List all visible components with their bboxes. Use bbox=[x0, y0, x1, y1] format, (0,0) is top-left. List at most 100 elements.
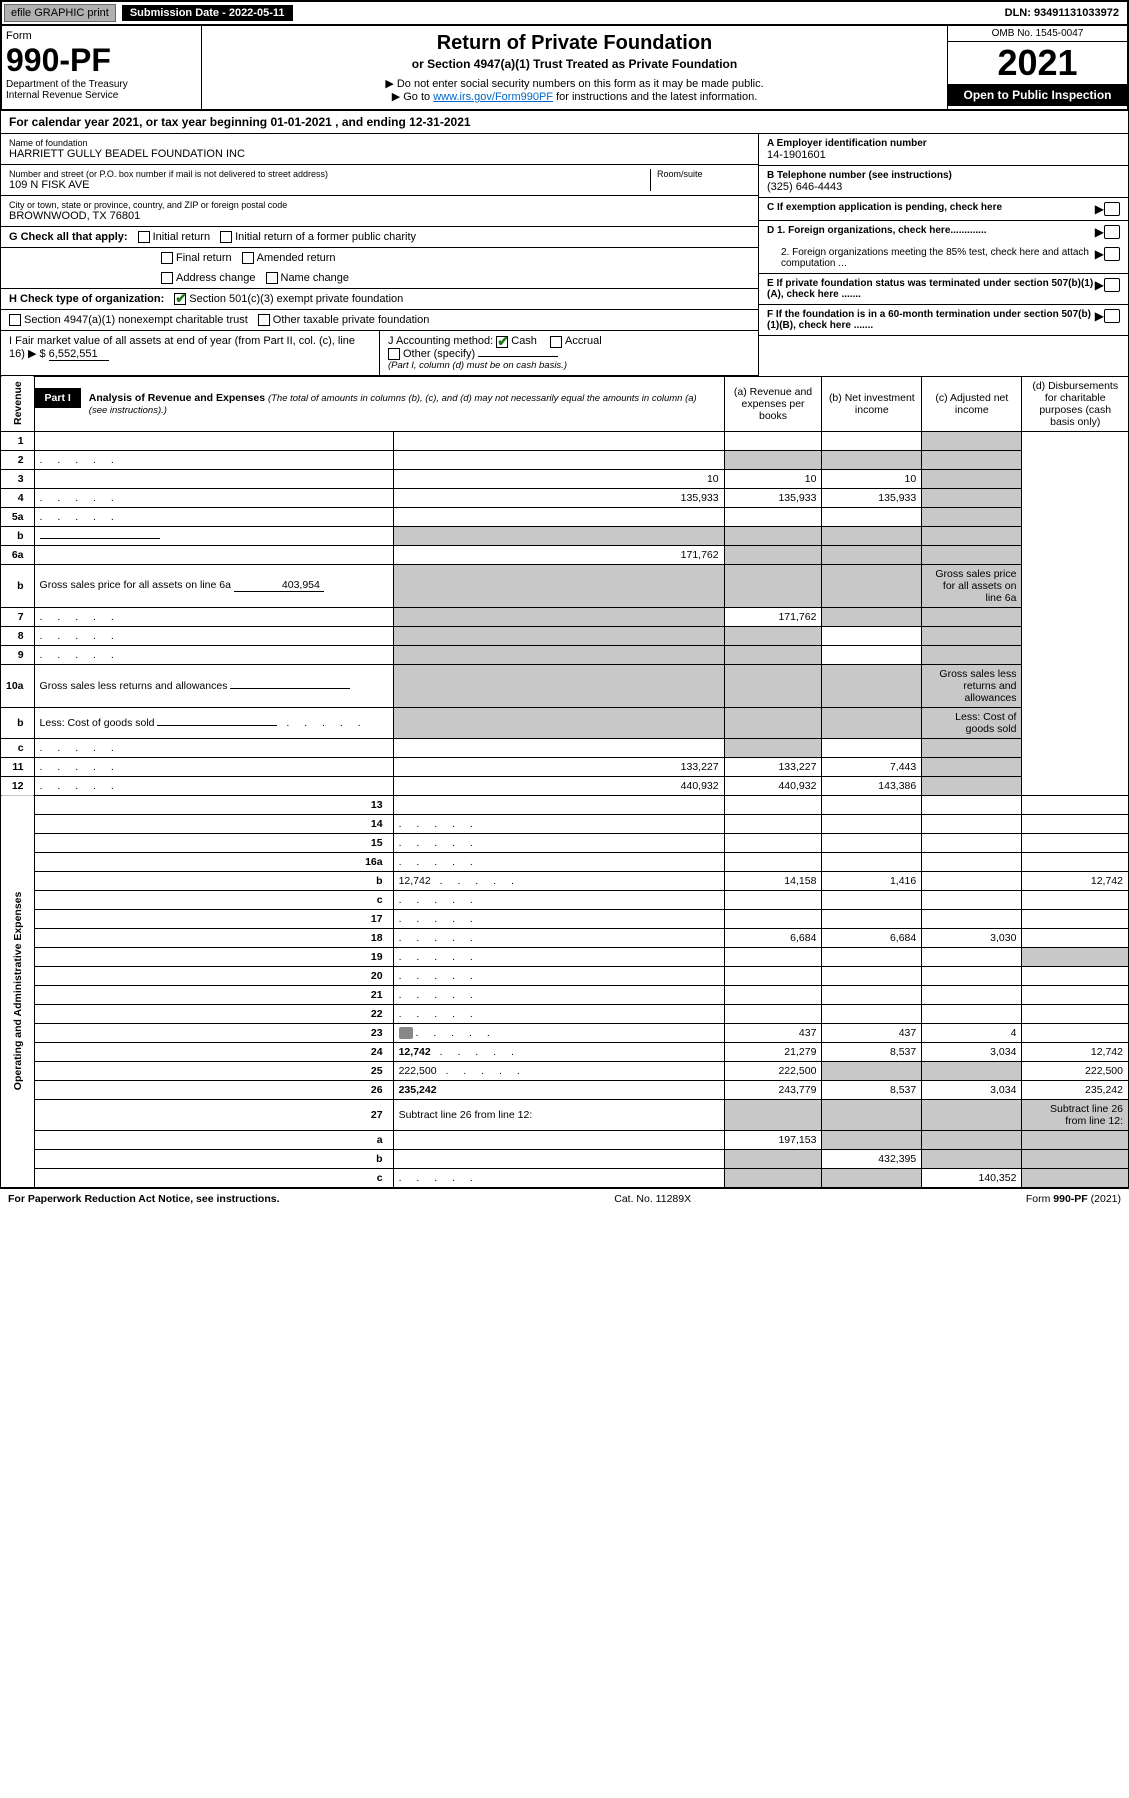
addr-change-cb[interactable] bbox=[161, 272, 173, 284]
other-method-cb[interactable] bbox=[388, 348, 400, 360]
cell-b: 135,933 bbox=[724, 488, 822, 507]
f-checkbox[interactable] bbox=[1104, 309, 1120, 323]
name-change-cb[interactable] bbox=[266, 272, 278, 284]
cell-b bbox=[724, 545, 822, 564]
cell-d bbox=[1022, 833, 1129, 852]
cell-a bbox=[724, 966, 822, 985]
row-desc bbox=[393, 1149, 724, 1168]
row-num: 16a bbox=[34, 852, 393, 871]
4947-cb[interactable] bbox=[9, 314, 21, 326]
calendar-year: For calendar year 2021, or tax year begi… bbox=[0, 111, 1129, 134]
e-checkbox[interactable] bbox=[1104, 278, 1120, 292]
cell-a bbox=[393, 664, 724, 707]
row-num: 17 bbox=[34, 909, 393, 928]
cell-d bbox=[1022, 1023, 1129, 1042]
j-accrual: Accrual bbox=[565, 335, 602, 347]
attachment-icon[interactable] bbox=[399, 1027, 413, 1039]
cell-c: 143,386 bbox=[822, 776, 922, 795]
row-num: a bbox=[34, 1130, 393, 1149]
row-num: 18 bbox=[34, 928, 393, 947]
row-desc: . . . . . bbox=[34, 507, 393, 526]
501c3-cb[interactable] bbox=[174, 293, 186, 305]
cell-d bbox=[1022, 814, 1129, 833]
d2-checkbox[interactable] bbox=[1104, 247, 1120, 261]
cell-c bbox=[922, 1004, 1022, 1023]
cell-c bbox=[822, 526, 922, 545]
footer-right: Form 990-PF (2021) bbox=[1026, 1193, 1121, 1205]
f-label: F If the foundation is in a 60-month ter… bbox=[767, 309, 1095, 331]
dept-text: Department of the Treasury Internal Reve… bbox=[6, 79, 197, 101]
cell-c: 4 bbox=[922, 1023, 1022, 1042]
cell-b bbox=[822, 1099, 922, 1130]
row-num: 1 bbox=[1, 431, 35, 450]
efile-button[interactable]: efile GRAPHIC print bbox=[4, 4, 116, 22]
table-row: 27Subtract line 26 from line 12:Subtract… bbox=[1, 1099, 1129, 1130]
d1-checkbox[interactable] bbox=[1104, 225, 1120, 239]
final-return-cb[interactable] bbox=[161, 252, 173, 264]
cell-d bbox=[1022, 947, 1129, 966]
amended-cb[interactable] bbox=[242, 252, 254, 264]
table-row: c . . . . . bbox=[1, 738, 1129, 757]
cell-b bbox=[822, 890, 922, 909]
h-row2: Section 4947(a)(1) nonexempt charitable … bbox=[1, 310, 758, 331]
row-desc: Less: Cost of goods sold . . . . . bbox=[34, 707, 393, 738]
cell-b bbox=[724, 431, 822, 450]
g-row2: Final return Amended return bbox=[1, 248, 758, 268]
row-desc: 235,242 bbox=[393, 1080, 724, 1099]
initial-public-cb[interactable] bbox=[220, 231, 232, 243]
cell-a: 21,279 bbox=[724, 1042, 822, 1061]
cell-c: 3,030 bbox=[922, 928, 1022, 947]
row-desc: 12,742 . . . . . bbox=[393, 1042, 724, 1061]
cash-cb[interactable] bbox=[496, 336, 508, 348]
cell-a bbox=[393, 431, 724, 450]
row-num: b bbox=[1, 526, 35, 545]
cell-b bbox=[724, 526, 822, 545]
cell-c bbox=[922, 814, 1022, 833]
col-a-hdr: (a) Revenue and expenses per books bbox=[724, 376, 822, 431]
cell-a: 133,227 bbox=[393, 757, 724, 776]
cell-b bbox=[724, 645, 822, 664]
cell-b: 8,537 bbox=[822, 1080, 922, 1099]
row-num: 15 bbox=[34, 833, 393, 852]
row-num: 24 bbox=[34, 1042, 393, 1061]
row-desc bbox=[393, 1130, 724, 1149]
tel-value: (325) 646-4443 bbox=[767, 181, 1120, 193]
initial-return-cb[interactable] bbox=[138, 231, 150, 243]
row-desc: . . . . . bbox=[34, 757, 393, 776]
form-subtitle: or Section 4947(a)(1) Trust Treated as P… bbox=[212, 57, 937, 71]
cell-a bbox=[724, 852, 822, 871]
e-row: E If private foundation status was termi… bbox=[759, 274, 1128, 305]
table-row: 26235,242243,7798,5373,034235,242 bbox=[1, 1080, 1129, 1099]
cell-d bbox=[1022, 890, 1129, 909]
irs-link[interactable]: www.irs.gov/Form990PF bbox=[433, 91, 553, 103]
table-row: 21 . . . . . bbox=[1, 985, 1129, 1004]
header-left: Form 990-PF Department of the Treasury I… bbox=[2, 26, 202, 109]
h3-text: Other taxable private foundation bbox=[273, 314, 430, 326]
j-note: (Part I, column (d) must be on cash basi… bbox=[388, 360, 750, 371]
g-opt-2: Final return bbox=[176, 252, 232, 264]
cell-b bbox=[822, 1004, 922, 1023]
row-desc: 222,500 . . . . . bbox=[393, 1061, 724, 1080]
cell-d bbox=[922, 738, 1022, 757]
table-row: 15 . . . . . bbox=[1, 833, 1129, 852]
cell-b bbox=[822, 852, 922, 871]
c-checkbox[interactable] bbox=[1104, 202, 1120, 216]
cell-a: 10 bbox=[393, 469, 724, 488]
cell-c bbox=[822, 564, 922, 607]
cell-d bbox=[1022, 1004, 1129, 1023]
table-row: 4 . . . . .135,933135,933135,933 bbox=[1, 488, 1129, 507]
table-row: 11 . . . . .133,227133,2277,443 bbox=[1, 757, 1129, 776]
cell-c bbox=[822, 664, 922, 707]
other-tax-cb[interactable] bbox=[258, 314, 270, 326]
cell-a: 14,158 bbox=[724, 871, 822, 890]
row-num: 12 bbox=[1, 776, 35, 795]
accrual-cb[interactable] bbox=[550, 336, 562, 348]
d1-row: D 1. Foreign organizations, check here..… bbox=[759, 221, 1128, 243]
part1-table: Revenue Part I Analysis of Revenue and E… bbox=[0, 376, 1129, 1188]
row-num: c bbox=[34, 890, 393, 909]
entity-info: Name of foundation HARRIETT GULLY BEADEL… bbox=[0, 134, 1129, 376]
cell-c bbox=[922, 909, 1022, 928]
row-num: 10a bbox=[1, 664, 35, 707]
cell-b: 10 bbox=[724, 469, 822, 488]
cell-d bbox=[922, 469, 1022, 488]
